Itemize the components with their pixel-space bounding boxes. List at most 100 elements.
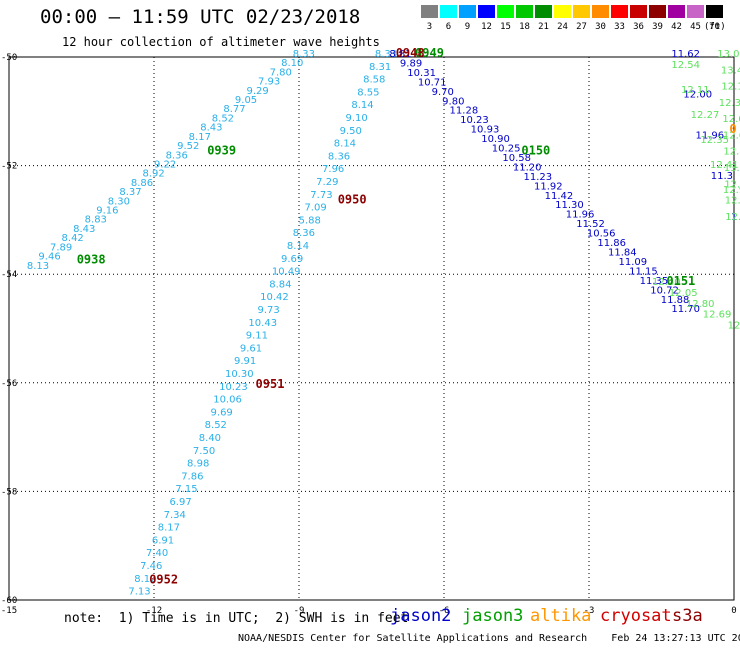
legend-swatch	[459, 5, 476, 18]
legend-label: 18	[519, 22, 530, 32]
swh-value: 1	[731, 212, 737, 223]
swh-value: 12.00	[683, 90, 712, 101]
swh-value: 8.14	[287, 241, 309, 252]
swh-value: 11.15	[629, 266, 658, 277]
legend-label: 30	[595, 22, 606, 32]
plot-frame	[8, 56, 735, 601]
swh-value: 10.71	[418, 77, 447, 88]
swh-value: 8.58	[363, 75, 385, 86]
legend-swatch	[706, 5, 723, 18]
swh-value: 8.12	[134, 574, 156, 585]
swh-value: 12.35	[700, 135, 729, 146]
lon-tick-label: -12	[146, 606, 162, 616]
legend-unit: (ft)	[704, 22, 726, 32]
swh-value: 12.41	[710, 160, 739, 171]
swh-value: 12.27	[691, 110, 720, 121]
pass-time-label: 0939	[207, 144, 236, 158]
swh-value: 7.40	[146, 548, 168, 559]
pass-time-label: 0948	[396, 46, 425, 60]
legend-swatch	[554, 5, 571, 18]
legend-label: 70	[709, 22, 720, 32]
swh-value: 6.97	[169, 497, 191, 508]
swh-value: 7.50	[193, 446, 215, 457]
legend-swatch	[497, 5, 514, 18]
swh-value: 7.13	[128, 587, 150, 598]
swh-value: 12.3	[725, 212, 740, 223]
swh-value: 7.86	[181, 471, 203, 482]
swh-value: 8.14	[334, 139, 356, 150]
legend-swatch	[478, 5, 495, 18]
swh-value: 10.30	[225, 369, 254, 380]
page-title: 00:00 – 11:59 UTC 02/23/2018	[40, 6, 361, 28]
swh-value: 8.13	[27, 261, 49, 272]
page-subtitle: 12 hour collection of altimeter wave hei…	[62, 35, 380, 49]
swh-value: 8.55	[357, 87, 379, 98]
swh-value: 9.22	[154, 159, 176, 170]
legend-swatch	[535, 5, 552, 18]
swh-value: 8.31	[369, 62, 391, 73]
pass-time-label: 0952	[149, 573, 178, 587]
lat-tick-label: -58	[1, 487, 17, 497]
swh-value: 11.20	[513, 162, 542, 173]
credit-text: NOAA/NESDIS Center for Satellite Applica…	[238, 633, 740, 644]
swh-value: 11.3	[711, 171, 733, 182]
swh-value: 11.35	[640, 276, 669, 287]
legend-swatch	[421, 5, 438, 18]
swh-value: 9.70	[432, 87, 454, 98]
swh-value: 13.7	[724, 163, 740, 174]
swh-value: 12.9	[724, 179, 740, 190]
lat-tick-label: -56	[1, 379, 17, 389]
swh-value: 9.46	[38, 252, 60, 263]
note-text: note: 1) Time is in UTC; 2) SWH is in fe…	[64, 611, 409, 626]
swh-value: 7.96	[322, 164, 344, 175]
swh-value: 8.17	[158, 523, 180, 534]
legend-swatch	[649, 5, 666, 18]
swh-value: 11.84	[608, 247, 637, 258]
swh-value: 12.54	[671, 60, 700, 71]
swh-value: 8.92	[142, 169, 164, 180]
swh-value: 12.6	[723, 130, 740, 141]
swh-value: 9.69	[281, 254, 303, 265]
swh-value: 10.25	[492, 144, 521, 155]
swh-value: 10.31	[407, 68, 436, 79]
lat-tick-label: -54	[1, 270, 17, 280]
swh-value: 9.80	[442, 96, 464, 107]
pass-time-label: 0951	[256, 377, 285, 391]
swh-value: 11.09	[619, 257, 648, 268]
swh-value: 11.23	[523, 172, 552, 183]
grid	[9, 57, 734, 600]
swh-value: 8.33	[375, 49, 397, 60]
swh-value: 10.49	[272, 267, 301, 278]
legend-label: 45	[690, 22, 701, 32]
swh-value: 10.23	[219, 382, 248, 393]
swh-value: 8.83	[85, 215, 107, 226]
swh-value: 10.72	[650, 285, 679, 296]
swh-value: 7.46	[140, 561, 162, 572]
satellite-name: jason3	[462, 606, 524, 626]
swh-value: 9.69	[211, 407, 233, 418]
swh-value: 8.52	[212, 113, 234, 124]
swh-value: 11.96	[696, 130, 725, 141]
satellite-name: altika	[530, 606, 592, 626]
legend-label: 39	[652, 22, 663, 32]
swh-value: 7.93	[258, 77, 280, 88]
swh-tracks: 8.139.467.898.428.438.839.168.308.378.86…	[27, 49, 740, 598]
swh-value: 8.77	[223, 104, 245, 115]
swh-value: 8.52	[205, 420, 227, 431]
lon-tick-label: 0	[731, 606, 736, 616]
swh-value: 10.42	[260, 292, 289, 303]
satellite-name: s3a	[672, 606, 703, 626]
swh-value: 9.29	[246, 86, 268, 97]
swh-value: 8.43	[200, 123, 222, 134]
swh-value: 12.31	[719, 98, 740, 109]
swh-value: 12.8	[723, 147, 740, 158]
swh-value: 8.43	[73, 224, 95, 235]
swh-value: 9.52	[177, 141, 199, 152]
lat-tick-label: -60	[1, 596, 17, 606]
swh-value: 11.86	[597, 238, 626, 249]
swh-value: 10.93	[471, 125, 500, 136]
swh-value: 11.28	[450, 106, 479, 117]
swh-value: 7.29	[316, 177, 338, 188]
swh-value: 9.10	[346, 113, 368, 124]
